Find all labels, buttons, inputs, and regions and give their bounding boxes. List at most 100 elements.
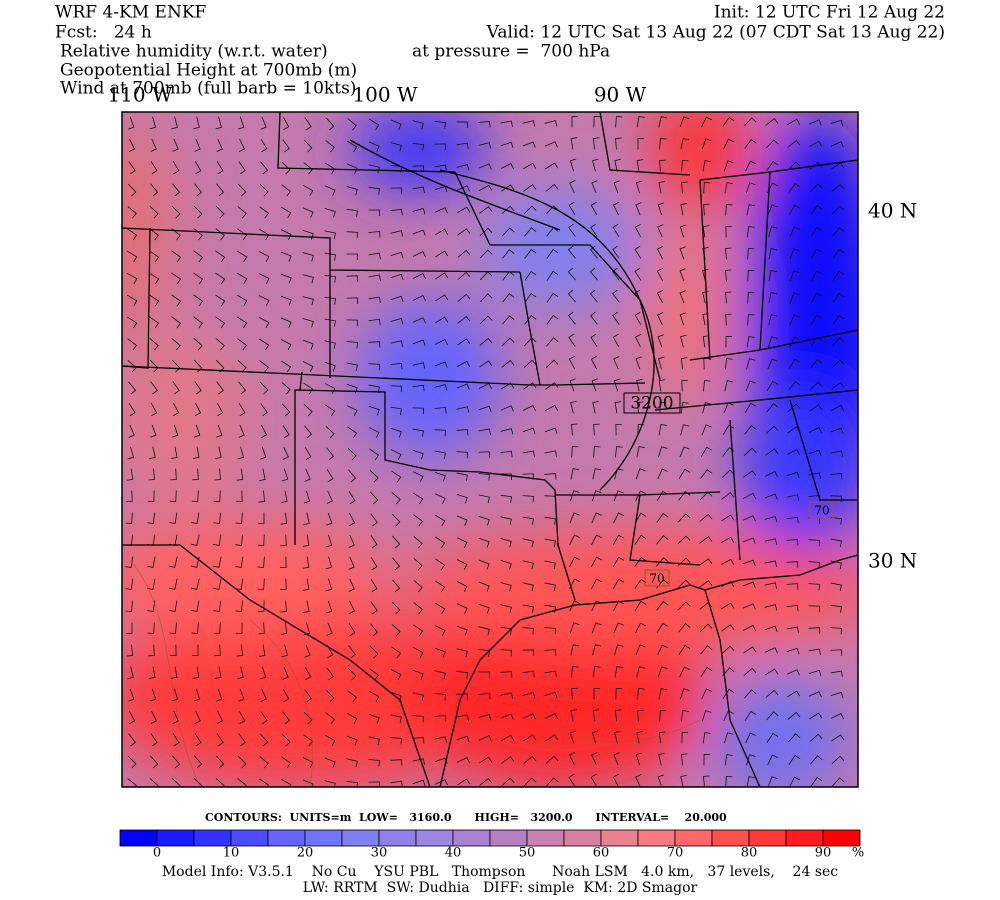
wind-barb — [456, 515, 468, 526]
wind-barb — [747, 270, 755, 282]
wind-barb — [281, 756, 292, 769]
wind-barb — [215, 316, 226, 329]
wind-barb — [213, 512, 222, 524]
wind-barb — [280, 339, 292, 351]
wind-barb — [215, 294, 226, 307]
wind-barb — [524, 270, 537, 281]
wind-barb — [591, 752, 598, 766]
wind-barb — [216, 733, 224, 747]
wind-barb — [368, 209, 380, 217]
wind-barb — [148, 666, 156, 679]
wind-barb — [523, 734, 537, 742]
wind-barb — [434, 120, 446, 129]
wind-barb — [346, 341, 358, 349]
wind-barb — [325, 404, 336, 417]
wind-barb — [571, 116, 579, 128]
wind-barb — [147, 622, 155, 634]
wind-barb — [500, 120, 513, 128]
wind-barb — [282, 711, 291, 725]
wind-barb — [456, 714, 469, 721]
wind-barb — [325, 578, 333, 592]
wind-barb — [612, 333, 620, 347]
wind-barb — [128, 733, 136, 747]
wind-barb — [128, 381, 137, 395]
wind-barb — [744, 689, 757, 699]
wind-barb — [235, 512, 243, 524]
wind-barb — [172, 138, 179, 152]
wind-barb — [569, 622, 580, 634]
wind-barb — [127, 446, 134, 460]
wind-barb — [369, 470, 379, 483]
wind-barb — [258, 251, 270, 263]
wind-barb — [522, 692, 536, 699]
wind-barb — [656, 289, 663, 304]
wind-barb — [569, 534, 580, 546]
wind-barb — [456, 693, 469, 700]
wind-barb — [479, 184, 493, 192]
wind-barb — [523, 755, 537, 764]
wind-barb — [326, 645, 334, 659]
colorbar-swatch — [304, 829, 343, 847]
wind-barb — [637, 709, 644, 722]
wind-barb — [413, 492, 424, 505]
wind-barb — [280, 295, 292, 306]
wind-barb — [370, 535, 378, 549]
wind-barb — [347, 447, 357, 461]
wind-barb — [325, 140, 335, 153]
wind-barb — [413, 558, 423, 571]
wind-barb — [347, 118, 357, 131]
wind-barb — [546, 777, 559, 787]
wind-barb — [258, 273, 270, 284]
wind-barb — [149, 250, 160, 263]
wind-barb — [324, 757, 336, 768]
wind-barb — [614, 730, 621, 744]
wind-barb — [523, 777, 537, 787]
wind-barb — [677, 601, 691, 611]
wind-barb — [612, 289, 620, 303]
wind-barb — [501, 359, 515, 368]
wind-barb — [456, 429, 469, 436]
colorbar-swatch — [526, 829, 565, 847]
wind-barb — [280, 534, 287, 547]
wind-barb — [346, 253, 358, 260]
wind-barb — [500, 671, 513, 678]
wind-barb — [391, 624, 401, 637]
wind-barb — [659, 731, 666, 744]
wind-barb — [725, 247, 732, 260]
wind-barb — [171, 338, 181, 351]
wind-barb — [615, 423, 622, 436]
wind-barb — [128, 403, 136, 417]
wind-barb — [237, 206, 247, 219]
wind-barb — [478, 142, 492, 149]
wind-barb — [810, 226, 823, 237]
wind-barb — [370, 601, 378, 615]
wind-barb — [657, 224, 664, 238]
wind-barb — [325, 600, 333, 614]
wind-barb — [456, 451, 468, 459]
wind-barb — [368, 427, 380, 438]
wind-barb — [501, 382, 515, 390]
wind-barb — [172, 381, 180, 395]
wind-barb — [127, 338, 137, 351]
wind-barb — [280, 512, 287, 525]
wind-barb — [569, 158, 577, 172]
wind-barb — [324, 230, 336, 240]
wind-barb — [723, 160, 734, 172]
wind-barb — [456, 185, 470, 192]
wind-barb — [613, 180, 620, 194]
wind-barb — [412, 339, 426, 346]
colorbar-tick-label: 30 — [371, 846, 388, 861]
wind-barb — [767, 776, 778, 787]
wind-barb — [592, 709, 600, 722]
wind-barb — [637, 138, 644, 150]
wind-barb — [808, 449, 822, 457]
wind-barb — [680, 710, 689, 722]
wind-barb — [260, 116, 267, 130]
wind-barb — [635, 202, 642, 216]
wind-barb — [193, 338, 203, 351]
wind-barb — [326, 622, 333, 636]
wind-barb — [347, 667, 357, 681]
wind-barb — [544, 627, 556, 635]
wind-barb — [766, 403, 779, 413]
wind-barb — [522, 649, 534, 656]
